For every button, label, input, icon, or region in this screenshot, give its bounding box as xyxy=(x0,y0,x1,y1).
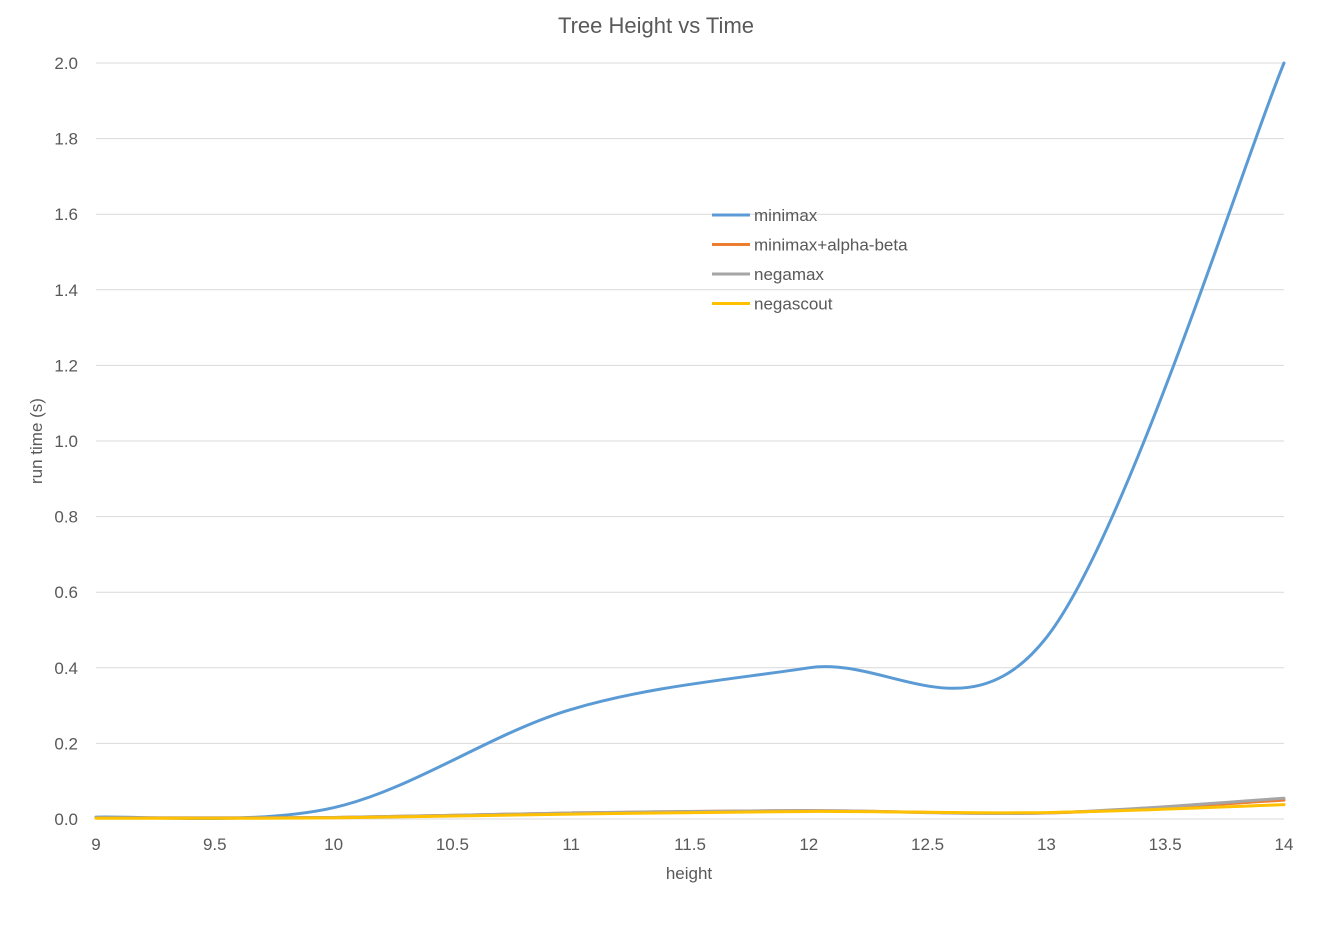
y-tick-label: 1.6 xyxy=(54,205,78,224)
legend-label: negascout xyxy=(754,295,833,314)
x-tick-label: 9 xyxy=(91,835,100,854)
y-tick-label: 0.2 xyxy=(54,734,78,753)
series-lines xyxy=(94,61,1286,821)
y-tick-label: 2.0 xyxy=(54,54,78,73)
x-tick-label: 11 xyxy=(562,835,580,854)
series-line-negascout xyxy=(94,803,1286,820)
x-tick-label: 13 xyxy=(1037,835,1056,854)
legend-label: negamax xyxy=(754,265,824,284)
x-tick-label: 12 xyxy=(799,835,818,854)
y-tick-label: 0.4 xyxy=(54,659,78,678)
x-tick-label: 12.5 xyxy=(911,835,944,854)
x-tick-label: 14 xyxy=(1275,835,1294,854)
x-tick-label: 10.5 xyxy=(436,835,469,854)
x-tick-label: 10 xyxy=(324,835,343,854)
y-tick-label: 1.0 xyxy=(54,432,78,451)
y-tick-label: 0.6 xyxy=(54,583,78,602)
y-tick-label: 0.0 xyxy=(54,810,78,829)
chart-title: Tree Height vs Time xyxy=(558,13,754,38)
legend-label: minimax+alpha-beta xyxy=(754,236,908,255)
legend: minimax minimax+alpha-beta negamax negascou… xyxy=(712,206,908,314)
x-axis-tick-labels: 9 9.5 10 10.5 11 11.5 12 12.5 13 13.5 14 xyxy=(91,835,1293,854)
y-tick-label: 0.8 xyxy=(54,508,78,527)
y-axis-title: run time (s) xyxy=(27,398,46,484)
x-tick-label: 13.5 xyxy=(1149,835,1182,854)
y-tick-label: 1.2 xyxy=(54,356,78,375)
x-axis-title: height xyxy=(666,864,713,883)
gridlines xyxy=(96,62,1284,820)
y-axis-tick-labels: 0.0 0.2 0.4 0.6 0.8 1.0 1.2 1.4 1.6 1.8 2.0 xyxy=(54,54,78,829)
y-tick-label: 1.4 xyxy=(54,281,78,300)
y-tick-label: 1.8 xyxy=(54,130,78,149)
x-tick-label: 9.5 xyxy=(203,835,227,854)
x-tick-label: 11.5 xyxy=(674,835,706,854)
series-line-minimax xyxy=(94,61,1286,821)
legend-label: minimax xyxy=(754,206,818,225)
